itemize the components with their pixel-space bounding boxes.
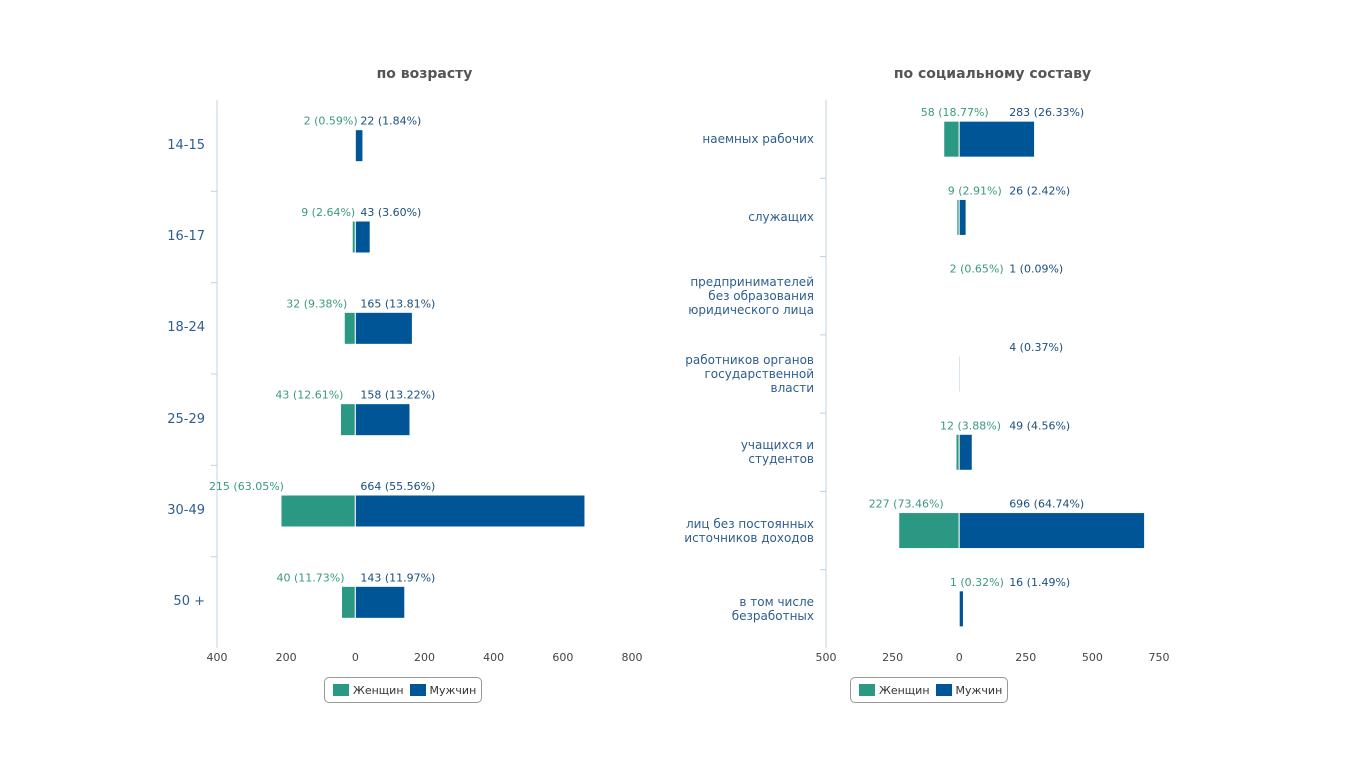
data-label: 26 (2.42%) <box>1009 184 1070 197</box>
data-label: 9 (2.91%) <box>948 184 1002 197</box>
category-label: 30-49 <box>167 502 205 518</box>
data-label: 49 (4.56%) <box>1009 419 1070 432</box>
bar <box>943 120 960 158</box>
legend: Женщин Мужчин <box>324 677 482 703</box>
bar <box>354 311 413 345</box>
data-label: 9 (2.64%) <box>301 206 355 219</box>
data-label: 215 (63.05%) <box>209 480 284 493</box>
x-tick-label: 200 <box>276 651 297 664</box>
x-tick-label: 200 <box>414 651 435 664</box>
bar <box>958 355 961 393</box>
data-label: 2 (0.59%) <box>304 115 358 128</box>
data-label: 43 (12.61%) <box>275 389 343 402</box>
data-label: 12 (3.88%) <box>940 419 1001 432</box>
data-label: 143 (11.97%) <box>360 571 435 584</box>
category-label: 25-29 <box>167 411 205 427</box>
legend-label: Мужчин <box>955 683 1003 697</box>
legend-swatch <box>333 684 349 696</box>
data-label: 165 (13.81%) <box>360 297 435 310</box>
category-label: работников органов государственной власт… <box>685 352 814 395</box>
bar <box>339 403 356 437</box>
x-tick-label: 500 <box>1082 651 1103 664</box>
data-label: 22 (1.84%) <box>360 115 421 128</box>
legend-item[interactable]: Женщин <box>857 684 930 697</box>
bar <box>958 590 964 628</box>
bar <box>354 129 364 163</box>
data-label: 696 (64.74%) <box>1009 498 1084 511</box>
category-label: служащих <box>748 210 814 225</box>
category-label: 50 + <box>173 594 205 610</box>
category-label: учащихся и студентов <box>740 438 814 467</box>
bar <box>280 494 356 528</box>
legend-label: Женщин <box>879 683 930 697</box>
category-label: 16-17 <box>167 228 205 244</box>
x-tick-label: 400 <box>207 651 228 664</box>
bar <box>354 220 371 254</box>
legend-label: Мужчин <box>429 683 477 697</box>
x-tick-label: 400 <box>483 651 504 664</box>
legend-swatch <box>859 684 875 696</box>
x-tick-label: 250 <box>882 651 903 664</box>
data-label: 158 (13.22%) <box>360 389 435 402</box>
x-tick-label: 0 <box>956 651 963 664</box>
data-label: 1 (0.32%) <box>950 576 1004 589</box>
data-label: 4 (0.37%) <box>1009 341 1063 354</box>
category-label: лиц без постоянных источников доходов <box>684 516 814 545</box>
data-label: 283 (26.33%) <box>1009 106 1084 119</box>
x-tick-label: 750 <box>1149 651 1170 664</box>
x-tick-label: 250 <box>1015 651 1036 664</box>
bar <box>958 433 973 471</box>
legend-item[interactable]: Женщин <box>331 684 404 697</box>
category-label: наемных рабочих <box>702 132 814 147</box>
bar <box>958 120 1036 158</box>
data-label: 32 (9.38%) <box>286 297 347 310</box>
x-tick-label: 800 <box>622 651 643 664</box>
data-label: 40 (11.73%) <box>276 571 344 584</box>
data-label: 16 (1.49%) <box>1009 576 1070 589</box>
chart-title: по социальному составу <box>894 66 1091 82</box>
bar <box>354 585 406 619</box>
data-label: 58 (18.77%) <box>921 106 989 119</box>
data-label: 664 (55.56%) <box>360 480 435 493</box>
legend-swatch <box>935 684 952 696</box>
legend-item[interactable]: Мужчин <box>408 683 477 697</box>
data-label: 1 (0.09%) <box>1009 263 1063 276</box>
legend-label: Женщин <box>353 683 404 697</box>
x-tick-label: 600 <box>552 651 573 664</box>
bar <box>958 277 961 315</box>
chart-title: по возрасту <box>377 66 473 82</box>
bar <box>898 512 960 550</box>
category-label: предпринимателей без образования юридиче… <box>688 274 814 317</box>
category-label: в том числе безработных <box>731 594 814 623</box>
x-tick-label: 500 <box>816 651 837 664</box>
bar <box>354 403 411 437</box>
data-label: 43 (3.60%) <box>360 206 421 219</box>
bar <box>343 311 356 345</box>
category-label: 14-15 <box>167 137 205 153</box>
data-label: 2 (0.65%) <box>950 263 1004 276</box>
x-tick-label: 0 <box>352 651 359 664</box>
legend-swatch <box>409 684 426 696</box>
bar <box>341 585 356 619</box>
legend: Женщин Мужчин <box>850 677 1008 703</box>
bar <box>958 198 967 236</box>
data-label: 227 (73.46%) <box>869 498 944 511</box>
bar <box>354 494 586 528</box>
bar <box>958 512 1146 550</box>
legend-item[interactable]: Мужчин <box>934 683 1003 697</box>
category-label: 18-24 <box>167 320 205 336</box>
